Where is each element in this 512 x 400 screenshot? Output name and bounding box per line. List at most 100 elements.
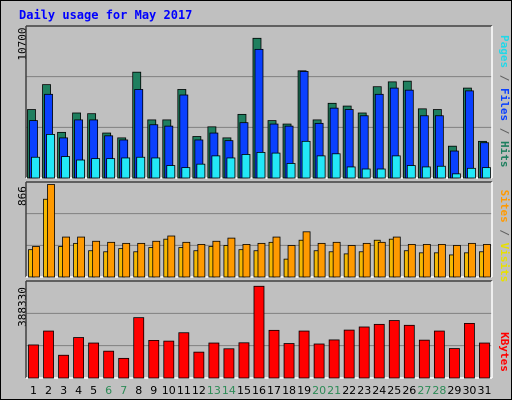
pages-bar-8 xyxy=(136,156,146,179)
x-tick-label-29: 29 xyxy=(447,384,461,397)
x-tick-label-28: 28 xyxy=(432,384,446,397)
sites-bar-14 xyxy=(227,237,236,278)
pages-bar-1 xyxy=(31,156,40,179)
pages-bar-22 xyxy=(346,166,356,179)
pages-bar-2 xyxy=(46,134,55,179)
files-bar-30 xyxy=(465,90,474,179)
kbytes-bar-30 xyxy=(464,322,475,379)
sites-bar-12 xyxy=(197,244,206,278)
pages-bar-7 xyxy=(121,157,131,179)
pages-bar-21 xyxy=(331,153,341,179)
x-tick-label-26: 26 xyxy=(402,384,416,397)
x-tick-label-10: 10 xyxy=(162,384,176,397)
sites-bar-1 xyxy=(32,246,40,278)
sites-bar-25 xyxy=(392,236,401,278)
kbytes-bar-31 xyxy=(479,342,490,379)
sites-bar-3 xyxy=(62,236,70,278)
kbytes-bar-25 xyxy=(388,320,400,379)
sites-bar-29 xyxy=(453,245,461,278)
x-tick-label-20: 20 xyxy=(312,384,326,397)
pages-bar-23 xyxy=(361,168,371,179)
kbytes-bar-21 xyxy=(328,339,340,379)
kbytes-bar-28 xyxy=(433,330,445,379)
files-bar-11 xyxy=(179,94,189,179)
kbytes-bar-27 xyxy=(418,339,430,379)
x-tick-label-11: 11 xyxy=(177,384,191,397)
kbytes-bar-29 xyxy=(449,348,460,379)
sites-bar-24 xyxy=(377,241,386,278)
x-tick-label-23: 23 xyxy=(357,384,371,397)
x-tick-label-24: 24 xyxy=(372,384,386,397)
x-tick-label-25: 25 xyxy=(387,384,401,397)
kbytes-bar-18 xyxy=(283,343,295,379)
kbytes-bar-23 xyxy=(358,326,370,379)
pages-bar-25 xyxy=(391,155,401,179)
sites-bar-30 xyxy=(468,242,476,278)
x-tick-label-16: 16 xyxy=(252,384,266,397)
pages-bar-18 xyxy=(286,163,296,179)
sites-bar-6 xyxy=(107,241,116,278)
sites-bar-4 xyxy=(77,236,85,278)
sites-bar-27 xyxy=(422,244,431,278)
kbytes-bar-14 xyxy=(223,348,235,379)
kbytes-bar-17 xyxy=(268,329,280,379)
pages-bar-14 xyxy=(226,157,236,179)
kbytes-bar-8 xyxy=(133,317,145,379)
files-bar-26 xyxy=(404,89,414,179)
pages-bar-3 xyxy=(61,156,70,179)
sites-bar-31 xyxy=(483,244,491,278)
pages-bar-15 xyxy=(241,154,251,179)
kbytes-bar-3 xyxy=(58,354,69,379)
x-tick-label-30: 30 xyxy=(462,384,476,397)
kbytes-bar-6 xyxy=(103,350,115,379)
pages-bar-28 xyxy=(436,165,446,179)
sites-bar-2 xyxy=(47,184,55,278)
x-tick-label-31: 31 xyxy=(477,384,491,397)
sites-bar-16 xyxy=(257,242,266,278)
pages-bar-9 xyxy=(151,157,161,179)
sites-bar-7 xyxy=(122,242,131,278)
kbytes-bar-20 xyxy=(313,343,325,379)
x-tick-label-9: 9 xyxy=(150,384,157,397)
x-tick-label-8: 8 xyxy=(135,384,142,397)
kbytes-bar-22 xyxy=(343,329,355,379)
x-tick-label-2: 2 xyxy=(45,384,52,397)
x-tick-label-12: 12 xyxy=(192,384,206,397)
x-tick-label-15: 15 xyxy=(237,384,251,397)
sites-bar-10 xyxy=(167,235,176,278)
pages-bar-4 xyxy=(76,159,85,179)
sites-bar-9 xyxy=(152,240,161,278)
sites-bar-5 xyxy=(92,240,101,278)
x-tick-label-14: 14 xyxy=(222,384,236,397)
kbytes-bar-2 xyxy=(43,330,54,379)
kbytes-bar-7 xyxy=(118,357,130,379)
x-tick-label-5: 5 xyxy=(90,384,97,397)
sites-bar-22 xyxy=(347,245,356,278)
kbytes-bar-1 xyxy=(28,344,39,379)
x-tick-label-13: 13 xyxy=(207,384,221,397)
sites-bar-20 xyxy=(317,242,326,278)
pages-bar-20 xyxy=(316,155,326,179)
x-tick-label-22: 22 xyxy=(342,384,356,397)
pages-bar-10 xyxy=(166,165,176,179)
kbytes-bar-15 xyxy=(238,342,250,379)
pages-bar-19 xyxy=(301,140,311,179)
sites-bar-8 xyxy=(137,242,146,278)
kbytes-bar-9 xyxy=(148,340,160,379)
x-tick-label-4: 4 xyxy=(75,384,82,397)
pages-bar-29 xyxy=(452,173,461,179)
pages-bar-12 xyxy=(196,163,206,179)
pages-bar-27 xyxy=(421,166,431,179)
pages-bar-17 xyxy=(271,152,281,179)
kbytes-bar-4 xyxy=(73,337,84,379)
pages-bar-5 xyxy=(91,158,101,179)
kbytes-bar-16 xyxy=(253,285,265,379)
sites-bar-11 xyxy=(182,241,191,278)
sites-bar-26 xyxy=(407,244,416,278)
pages-bar-11 xyxy=(181,167,191,179)
kbytes-bar-19 xyxy=(298,330,310,379)
x-tick-label-1: 1 xyxy=(30,384,37,397)
files-bar-24 xyxy=(374,93,384,179)
x-tick-label-3: 3 xyxy=(60,384,67,397)
